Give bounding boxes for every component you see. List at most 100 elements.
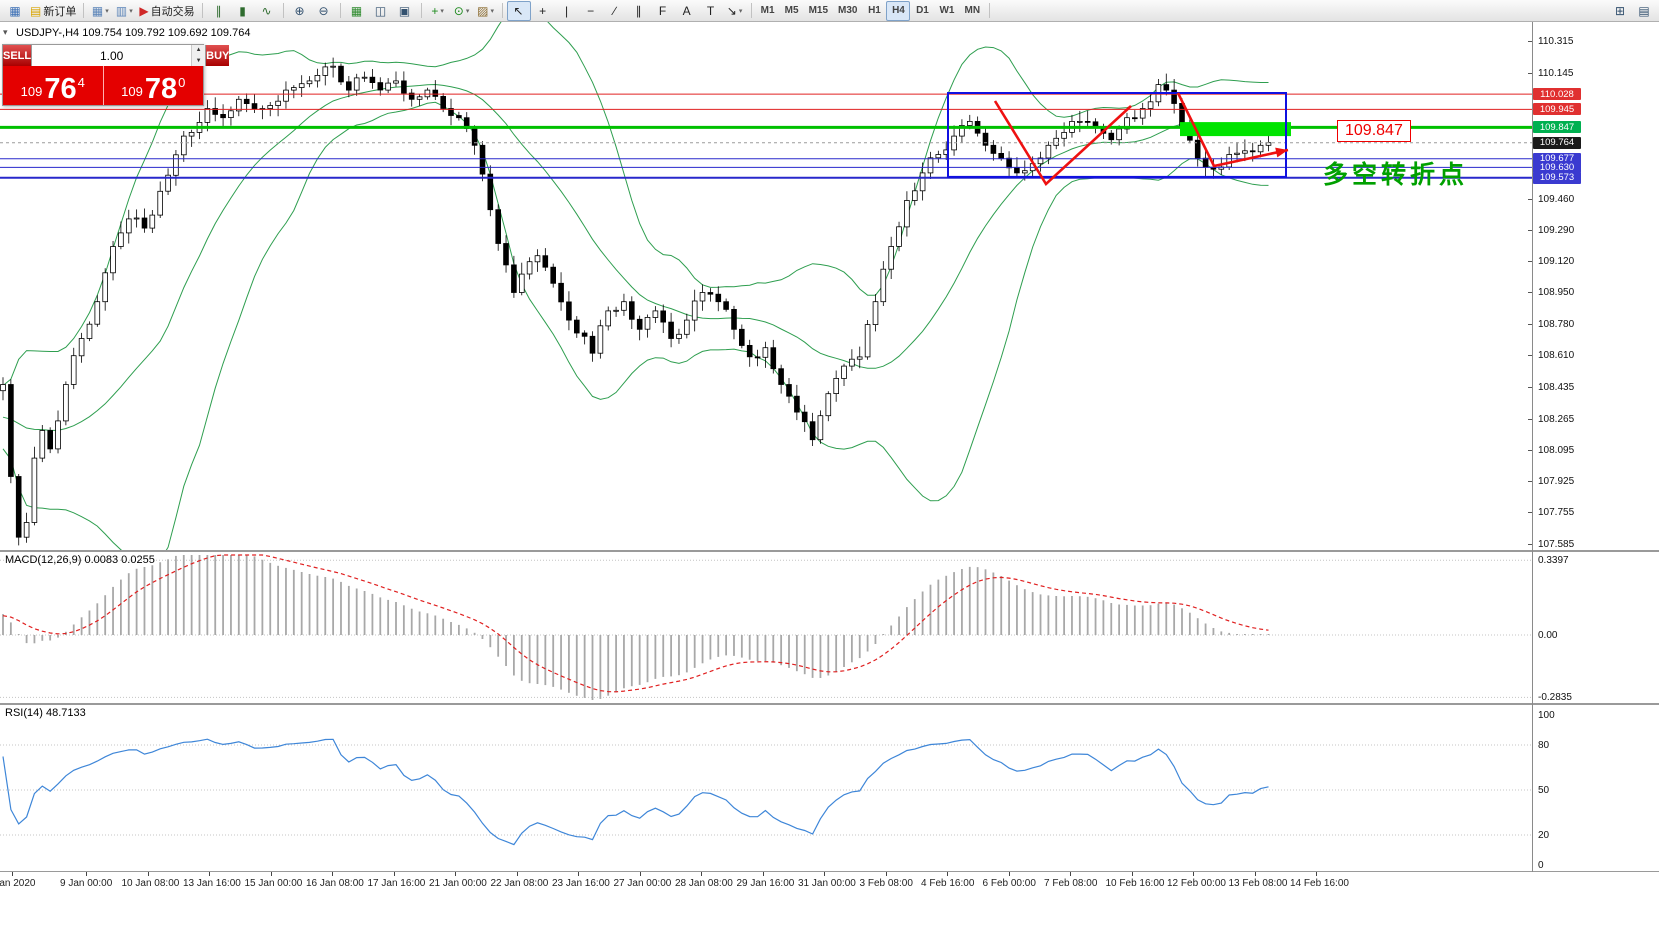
panel-separator[interactable] [0, 550, 1659, 552]
one-click-collapse-icon[interactable]: ▾ [3, 27, 8, 37]
macd-panel-svg[interactable] [0, 552, 1532, 703]
dropdown-caret-icon: ▾ [465, 7, 470, 15]
trendline-icon[interactable]: ∕ [603, 1, 627, 21]
time-axis-tick [701, 872, 702, 876]
time-axis-label: 13 Jan 16:00 [183, 878, 241, 889]
label-icon[interactable]: T [699, 1, 723, 21]
timeframe-m1[interactable]: M1 [756, 1, 780, 21]
time-axis-label: 23 Jan 16:00 [552, 878, 610, 889]
timeframe-h1[interactable]: H1 [862, 1, 886, 21]
line-chart-icon[interactable]: ∿ [255, 1, 279, 21]
ask-price[interactable]: 109 78 0 [103, 66, 203, 106]
tile-windows-icon[interactable]: ◫ [369, 1, 393, 21]
periods-icon[interactable]: ⊙ ▾ [450, 1, 474, 21]
toolbar-separator [201, 3, 203, 18]
new-window-icon[interactable]: ⊞ [1608, 1, 1632, 21]
vertical-line-icon[interactable]: | [555, 1, 579, 21]
toolbar-group-windows: ▦ ◫ ▣ [345, 1, 417, 21]
zoom-in-icon[interactable]: ⊕ [288, 1, 312, 21]
sell-button[interactable]: SELL [3, 45, 32, 66]
consolidation-box[interactable] [947, 92, 1287, 178]
price-axis-tick [1528, 512, 1532, 514]
price-tag-109.945: 109.945 [1533, 103, 1581, 116]
bid-price[interactable]: 109 76 4 [3, 66, 103, 105]
time-axis-label: 13 Feb 08:00 [1228, 878, 1288, 889]
dropdown-caret-icon: ▾ [440, 7, 444, 15]
time-axis-label: 29 Jan 16:00 [736, 878, 795, 889]
price-axis-tick [1528, 229, 1532, 231]
indicators-window-icon: ▦ [350, 3, 363, 18]
price-axis-tick [1528, 418, 1532, 420]
indicators-window-icon[interactable]: ▦ [345, 1, 369, 21]
volume-decrease-button[interactable]: ▼ [192, 55, 206, 66]
templates-icon: ▨ [477, 3, 489, 18]
timeframe-mn[interactable]: MN [959, 1, 985, 21]
macd-indicator-label: MACD(12,26,9) 0.0083 0.0255 [5, 554, 155, 566]
window-list-icon[interactable]: ▤ [1632, 1, 1656, 21]
supply-zone-rectangle[interactable] [1180, 122, 1291, 137]
timeframe-d1[interactable]: D1 [910, 1, 934, 21]
templates-icon[interactable]: ▨ ▾ [474, 1, 498, 21]
price-tag-109.847: 109.847 [1533, 121, 1581, 134]
channel-icon[interactable]: ∥ [627, 1, 651, 21]
bar-chart-icon[interactable]: ∥ [207, 1, 231, 21]
zoom-out-icon[interactable]: ⊖ [312, 1, 336, 21]
volume-field: ▲ ▼ [31, 45, 207, 66]
profiles-icon[interactable]: ▥ ▾ [112, 1, 136, 21]
time-axis-label: 27 Jan 00:00 [613, 878, 672, 889]
rsi-panel-svg[interactable] [0, 705, 1532, 871]
toolbar-group-zoom: ⊕ ⊖ [288, 1, 336, 21]
new-chart-icon: ▦ [91, 3, 104, 18]
timeframe-w1[interactable]: W1 [934, 1, 959, 21]
price-axis-tick [1528, 355, 1532, 357]
time-axis-tick [332, 872, 333, 876]
timeframe-m5[interactable]: M5 [780, 1, 804, 21]
volume-input[interactable] [32, 45, 192, 66]
bid-small: 109 [20, 84, 43, 99]
new-order-button: ▤ [30, 3, 42, 18]
arrows-icon[interactable]: ↘ ▾ [723, 1, 747, 21]
toolbar-group-insert: + ▾ ⊙ ▾ ▨ ▾ [426, 1, 498, 21]
timeframe-m30[interactable]: M30 [833, 1, 862, 21]
candlestick-chart-icon[interactable]: ▮ [231, 1, 255, 21]
trend-arrow-2[interactable] [1176, 92, 1289, 168]
buy-button[interactable]: BUY [206, 45, 230, 66]
vertical-line-icon: | [565, 3, 569, 18]
dropdown-caret-icon: ▾ [738, 7, 743, 15]
trend-arrow-1[interactable] [993, 100, 1132, 187]
volume-increase-button[interactable]: ▲ [192, 45, 206, 56]
macd-histogram [2, 555, 1270, 700]
price-axis-tick [1528, 323, 1532, 325]
price-chart-svg[interactable] [0, 22, 1532, 550]
text-icon[interactable]: A [675, 1, 699, 21]
app-icon[interactable]: ▦ [3, 1, 27, 21]
timeframe-h4[interactable]: H4 [886, 0, 911, 21]
toolbar-separator [420, 3, 422, 18]
zoom-in-icon: ⊕ [294, 3, 305, 18]
price-annotation-label[interactable]: 109.847 [1337, 120, 1411, 142]
macd-signal-line [2, 554, 1269, 693]
auto-trading-button: ▶ [139, 3, 149, 18]
time-axis-label: 28 Jan 08:00 [675, 878, 733, 889]
crosshair-icon[interactable]: + [531, 1, 555, 21]
add-indicator-icon[interactable]: + ▾ [426, 1, 450, 21]
bollinger-middle [2, 83, 1269, 431]
fibonacci-icon[interactable]: F [651, 1, 675, 21]
price-axis-label: 108.950 [1538, 287, 1575, 299]
panel-separator[interactable] [0, 703, 1659, 705]
timeframe-m15[interactable]: M15 [804, 1, 833, 21]
new-chart-icon[interactable]: ▦ ▾ [88, 1, 112, 21]
new-order-button[interactable]: ▤ 新订单 [27, 1, 79, 21]
ask-big: 78 [144, 73, 178, 106]
horizontal-line-icon[interactable]: − [579, 1, 603, 21]
toolbar-group-charts: ▦ ▾ ▥ ▾ ▶ 自动交易 [88, 1, 197, 21]
cascade-windows-icon[interactable]: ▣ [393, 1, 417, 21]
auto-trading-button-label: 自动交易 [150, 5, 195, 18]
toolbar-separator [83, 3, 85, 18]
turning-point-annotation[interactable]: 多空转折点 [1323, 161, 1469, 189]
cursor-icon[interactable]: ↖ [506, 0, 531, 21]
auto-trading-button[interactable]: ▶ 自动交易 [136, 1, 197, 21]
time-axis-tick [147, 872, 149, 876]
label-icon: T [706, 3, 715, 18]
